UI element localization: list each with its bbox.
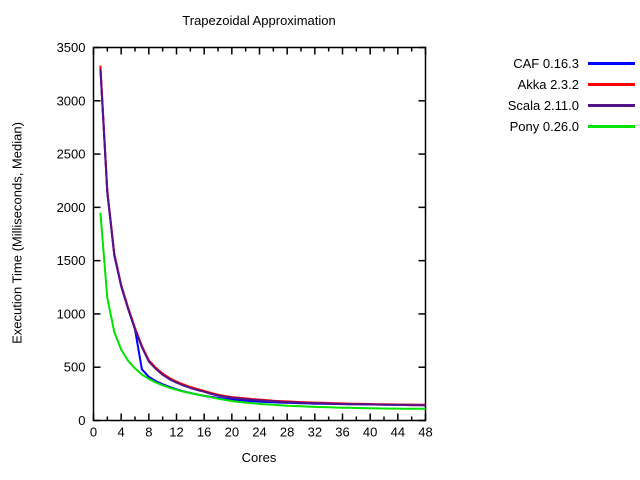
series-line-scala-2-11-0 <box>99 68 426 407</box>
x-tick-label: 16 <box>197 425 211 440</box>
x-tick-label: 12 <box>169 425 183 440</box>
series-line-akka-2-3-2 <box>99 65 426 406</box>
legend-line-sample <box>588 104 635 107</box>
legend-label: CAF 0.16.3 <box>513 56 579 71</box>
legend-line-sample <box>588 83 635 86</box>
x-tick-label: 48 <box>418 425 432 440</box>
x-tick-label: 4 <box>118 425 125 440</box>
legend-label: Pony 0.26.0 <box>509 119 579 134</box>
legend-label: Akka 2.3.2 <box>517 77 579 92</box>
x-tick-label: 24 <box>252 425 266 440</box>
x-axis-title: Cores <box>241 450 277 465</box>
legend-row: CAF 0.16.3 <box>508 53 635 74</box>
y-tick-label: 1500 <box>57 253 86 268</box>
y-tick-label: 2000 <box>57 200 86 215</box>
x-tick-label: 8 <box>145 425 152 440</box>
plot-border <box>92 46 427 422</box>
x-tick-label: 20 <box>225 425 239 440</box>
y-tick-label: 0 <box>78 413 85 428</box>
chart-title: Trapezoidal Approximation <box>182 13 336 28</box>
y-tick-label: 1000 <box>57 306 86 321</box>
legend-row: Pony 0.26.0 <box>508 116 635 137</box>
series-line-caf-0-16-3 <box>99 67 426 406</box>
legend-row: Scala 2.11.0 <box>508 95 635 116</box>
y-tick-label: 2500 <box>57 147 86 162</box>
y-tick-label: 3000 <box>57 93 86 108</box>
y-tick-label: 3500 <box>57 40 86 55</box>
y-axis-title: Execution Time (Milliseconds, Median) <box>9 122 25 344</box>
x-tick-label: 40 <box>363 425 377 440</box>
series-line-pony-0-26-0 <box>99 212 426 410</box>
x-tick-label: 28 <box>280 425 294 440</box>
legend-row: Akka 2.3.2 <box>508 74 635 95</box>
legend-line-sample <box>588 62 635 65</box>
y-tick-label: 500 <box>64 360 86 375</box>
x-tick-label: 32 <box>308 425 322 440</box>
legend-line-sample <box>588 125 635 128</box>
legend: CAF 0.16.3 Akka 2.3.2 Scala 2.11.0 Pony 0.2… <box>508 53 635 137</box>
legend-label: Scala 2.11.0 <box>507 98 579 113</box>
x-tick-label: 36 <box>335 425 349 440</box>
x-tick-label: 44 <box>391 425 405 440</box>
x-tick-label: 0 <box>90 425 97 440</box>
